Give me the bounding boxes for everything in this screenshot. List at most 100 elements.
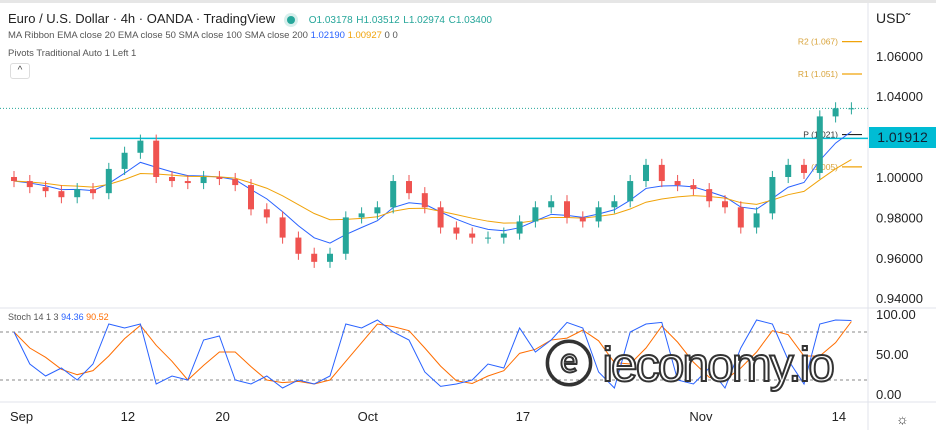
stoch-label: Stoch 14 1 3 <box>8 312 59 322</box>
candle-body <box>453 227 460 234</box>
candle-body <box>263 209 270 218</box>
price-tick-label: 1.04000 <box>876 89 923 104</box>
pivots-legend[interactable]: Pivots Traditional Auto 1 Left 1 <box>8 48 137 59</box>
candle-body <box>722 201 728 208</box>
open-value: O1.03178 <box>308 15 353 26</box>
candle-body <box>579 217 586 222</box>
candle-body <box>611 201 618 208</box>
date-tick-label: 14 <box>832 409 846 424</box>
candle-body <box>232 179 239 186</box>
candle-body <box>58 191 65 198</box>
collapse-legend-button[interactable]: ^ <box>10 63 30 79</box>
level-price-tag: 1.01912 <box>869 127 936 148</box>
pivot-label-S1: (1.005) <box>811 162 838 172</box>
symbol-legend: Euro / U.S. Dollar · 4h · OANDA · Tradin… <box>8 11 492 26</box>
candle-body <box>358 213 365 218</box>
candle-body <box>342 217 349 254</box>
candle-body <box>26 181 33 188</box>
pivot-label-R1: R1 (1.051) <box>798 69 838 79</box>
candle-body <box>769 177 776 214</box>
candle-body <box>74 189 81 198</box>
stoch-k-line <box>13 319 852 389</box>
candle-body <box>248 185 254 210</box>
watermark-text: ieconomy.io <box>601 338 836 393</box>
candle-body <box>500 233 507 238</box>
candle-body <box>137 140 144 153</box>
candle-body <box>548 201 555 208</box>
candle-body <box>674 181 681 186</box>
candle-body <box>295 237 302 254</box>
date-tick-label: 17 <box>516 409 530 424</box>
price-tick-label: 0.94000 <box>876 291 923 306</box>
ma-label: MA Ribbon EMA close 20 EMA close 50 SMA … <box>8 30 308 41</box>
candle-body <box>169 177 175 182</box>
candle-body <box>374 207 381 214</box>
candle-body <box>327 253 333 262</box>
price-tick-label: 0.98000 <box>876 210 923 225</box>
high-value: H1.03512 <box>356 15 400 26</box>
watermark-logo: ⓔ ieconomy.io <box>544 338 836 393</box>
candle-body <box>216 177 223 180</box>
price-tick-label: 1.00000 <box>876 170 923 185</box>
candle-body <box>421 193 428 208</box>
date-tick-label: Oct <box>358 409 379 424</box>
candle-body <box>848 108 855 110</box>
candle-body <box>121 152 128 169</box>
candle-body <box>279 217 286 238</box>
candle-body <box>785 164 792 177</box>
date-tick-label: Sep <box>10 409 33 424</box>
candle-body <box>516 221 523 234</box>
candle-body <box>753 213 760 228</box>
candle-body <box>406 181 412 194</box>
candle-body <box>595 207 602 222</box>
candle-body <box>816 116 823 173</box>
candle-body <box>564 201 570 218</box>
candle-body <box>42 187 49 192</box>
ma-value-3: 0 <box>384 30 390 41</box>
candle-body <box>469 233 476 238</box>
symbol-title[interactable]: Euro / U.S. Dollar · 4h · OANDA · Tradin… <box>8 11 276 26</box>
candle-body <box>311 253 318 262</box>
candle-body <box>437 207 444 228</box>
stoch-tick-label: 50.00 <box>876 347 909 362</box>
candle-body <box>153 140 160 177</box>
stoch-tick-label: 100.00 <box>876 307 916 322</box>
stoch-tick-label: 0.00 <box>876 387 901 402</box>
close-value: C1.03400 <box>448 15 492 26</box>
ma-value-1: 1.02190 <box>310 30 345 41</box>
candle-body <box>90 189 96 194</box>
ema-50-line <box>13 159 852 224</box>
candle-body <box>658 164 665 182</box>
candle-body <box>184 181 191 184</box>
price-chart[interactable]: 1.06000 1.04000 1.00000 0.98000 0.96000 0.940… <box>0 3 936 430</box>
candle-body <box>627 181 634 202</box>
currency-selector[interactable]: USD˜ <box>876 10 911 26</box>
stoch-legend[interactable]: Stoch 14 1 3 94.36 90.52 <box>8 312 109 322</box>
candle-body <box>737 207 744 228</box>
market-status-icon <box>287 15 296 24</box>
date-tick-label: 20 <box>215 409 229 424</box>
candle-body <box>706 189 713 202</box>
stoch-k-value: 94.36 <box>61 312 84 322</box>
stoch-d-value: 90.52 <box>86 312 109 322</box>
price-tick-label: 1.06000 <box>876 49 923 64</box>
candle-body <box>11 177 17 182</box>
candle-body <box>832 108 839 117</box>
candle-body <box>200 177 207 184</box>
candle-body <box>690 185 697 190</box>
pivot-label-R2: R2 (1.067) <box>798 37 838 47</box>
candle-body <box>643 164 649 182</box>
candle-body <box>801 164 807 173</box>
stoch-d-line <box>13 321 852 385</box>
ma-value-2: 1.00927 <box>347 30 382 41</box>
candle-body <box>485 237 491 239</box>
ma-ribbon-legend[interactable]: MA Ribbon EMA close 20 EMA close 50 SMA … <box>8 30 398 41</box>
low-value: L1.02974 <box>403 15 445 26</box>
settings-gear-icon[interactable]: ☼ <box>896 411 909 427</box>
candle-body <box>105 168 112 194</box>
candle-body <box>532 207 539 222</box>
candle-body <box>390 181 397 208</box>
date-tick-label: 12 <box>121 409 135 424</box>
currency-label: USD <box>876 10 906 26</box>
